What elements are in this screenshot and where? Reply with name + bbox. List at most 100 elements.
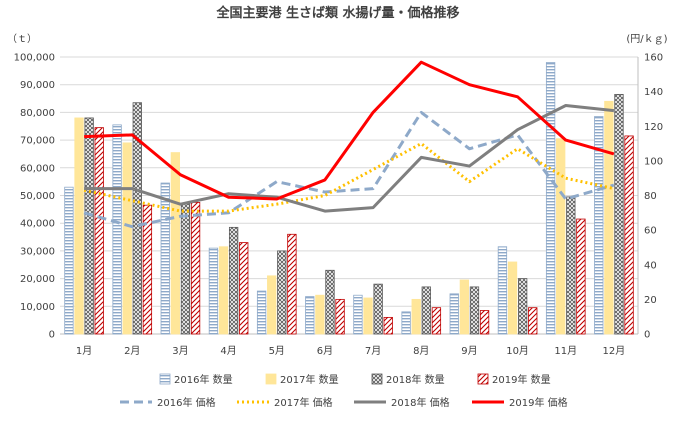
x-axis-tick-label: 9月 — [461, 345, 477, 357]
x-axis-tick-label: 4月 — [220, 345, 236, 357]
x-axis-tick-label: 11月 — [554, 345, 577, 357]
legend-swatch-2017年 数量 — [265, 373, 277, 385]
bar-2019年 数量-12月 — [624, 135, 634, 335]
x-axis-tick-label: 8月 — [413, 345, 429, 357]
bar-2017年 数量-7月 — [363, 297, 373, 335]
x-axis-tick-label: 6月 — [317, 345, 333, 357]
x-axis-tick-label: 5月 — [269, 345, 285, 357]
left-axis-tick-label: 50,000 — [20, 191, 55, 202]
legend-swatch-2018年 数量 — [371, 373, 383, 385]
legend-label: 2019年 数量 — [492, 373, 551, 386]
bar-2016年 数量-2月 — [112, 124, 122, 335]
legend-label: 2016年 数量 — [174, 373, 233, 386]
right-axis-tick-label: 60 — [644, 226, 657, 237]
right-axis-tick-label: 0 — [644, 330, 650, 341]
bar-2019年 数量-3月 — [190, 202, 201, 335]
chart-title: 全国主要港 生さば類 水揚げ量・価格推移 — [215, 5, 459, 21]
right-axis-unit-label: (円/ｋｇ) — [626, 33, 667, 45]
bar-2016年 数量-8月 — [401, 311, 411, 335]
x-axis-tick-label: 10月 — [506, 345, 529, 357]
bar-2016年 数量-6月 — [305, 296, 315, 335]
bar-2016年 数量-3月 — [160, 182, 170, 335]
bar-2018年 数量-2月 — [132, 102, 142, 335]
bar-2017年 数量-4月 — [218, 246, 229, 335]
right-axis-tick-label: 120 — [644, 122, 663, 133]
left-axis-tick-label: 80,000 — [20, 108, 55, 119]
bar-2016年 数量-11月 — [545, 62, 556, 335]
axis-tick-labels: 0 10,000 20,000 30,000 40,000 50,000 60,000 70,… — [14, 53, 663, 358]
x-axis-tick-label: 3月 — [172, 345, 188, 357]
bar-2019年 数量-7月 — [383, 316, 393, 335]
bar-2018年 数量-10月 — [517, 278, 528, 335]
bar-2017年 数量-1月 — [74, 117, 84, 335]
bar-2017年 数量-3月 — [170, 152, 181, 335]
legend-label: 2017年 数量 — [280, 373, 339, 386]
legend-label: 2018年 数量 — [386, 373, 445, 386]
bar-2018年 数量-11月 — [566, 196, 576, 335]
bar-2018年 数量-6月 — [325, 269, 335, 335]
bar-2017年 数量-10月 — [507, 261, 518, 335]
bar-2018年 数量-3月 — [180, 203, 191, 335]
line-2016年 価格 — [83, 110, 615, 229]
line-series-group — [83, 60, 615, 229]
bar-2019年 数量-4月 — [239, 242, 249, 335]
bar-2018年 数量-5月 — [277, 250, 287, 335]
bar-2016年 数量-9月 — [449, 293, 459, 335]
bar-2019年 数量-6月 — [335, 298, 345, 335]
left-axis-tick-label: 0 — [49, 330, 55, 341]
left-axis-tick-label: 20,000 — [20, 274, 55, 285]
bar-2019年 数量-8月 — [431, 307, 442, 335]
legend-label: 2019年 価格 — [509, 396, 568, 409]
legend-label: 2016年 価格 — [157, 396, 216, 409]
right-axis-tick-label: 100 — [644, 156, 663, 167]
bar-2019年 数量-11月 — [576, 218, 586, 335]
right-axis-tick-label: 80 — [644, 191, 657, 202]
bar-2018年 数量-1月 — [84, 117, 94, 335]
left-axis-tick-label: 90,000 — [20, 80, 55, 91]
left-axis-tick-label: 60,000 — [20, 163, 55, 174]
bar-2016年 数量-7月 — [353, 294, 363, 335]
right-axis-tick-label: 20 — [644, 295, 657, 306]
x-axis-tick-label: 2月 — [124, 345, 140, 357]
left-axis-tick-label: 30,000 — [20, 246, 55, 257]
chart-legend: 2016年 数量 2017年 数量 2018年 数量 2019年 数量 2016年 価格… — [120, 373, 568, 409]
legend-label: 2018年 価格 — [391, 396, 450, 409]
bar-2018年 数量-8月 — [421, 286, 431, 335]
x-axis-tick-label: 7月 — [365, 345, 381, 357]
bar-2017年 数量-11月 — [556, 138, 566, 335]
bar-2017年 数量-5月 — [267, 275, 277, 335]
bar-series-group — [64, 62, 634, 335]
bar-2018年 数量-4月 — [228, 226, 239, 335]
legend-swatch-2016年 数量 — [159, 373, 171, 385]
bar-2017年 数量-8月 — [411, 298, 421, 335]
legend-label: 2017年 価格 — [274, 396, 333, 409]
bar-2016年 数量-12月 — [594, 116, 604, 335]
bar-2017年 数量-9月 — [459, 279, 470, 335]
left-axis-tick-label: 10,000 — [20, 302, 55, 313]
bar-2016年 数量-4月 — [208, 247, 219, 335]
bar-2019年 数量-9月 — [479, 310, 490, 335]
bar-2018年 数量-7月 — [373, 283, 383, 335]
line-2019年 価格 — [84, 60, 615, 201]
bar-2018年 数量-12月 — [614, 93, 624, 335]
line-2017年 価格 — [83, 142, 615, 213]
bar-2016年 数量-10月 — [497, 246, 508, 335]
bar-2017年 数量-6月 — [315, 294, 325, 335]
legend-swatch-2019年 数量 — [477, 373, 489, 385]
bar-2017年 数量-12月 — [604, 100, 614, 335]
bar-2019年 数量-1月 — [94, 127, 104, 335]
left-axis-unit-label: （ｔ） — [7, 33, 37, 45]
right-axis-tick-label: 160 — [644, 53, 663, 64]
right-axis-tick-label: 140 — [644, 87, 663, 98]
x-axis-tick-label: 12月 — [603, 345, 626, 357]
line-2018年 価格 — [84, 103, 615, 213]
bar-2016年 数量-1月 — [64, 186, 74, 335]
bar-2016年 数量-5月 — [256, 290, 267, 335]
bar-2019年 数量-10月 — [528, 307, 538, 335]
bar-2017年 数量-2月 — [122, 142, 132, 335]
bar-2019年 数量-5月 — [287, 233, 297, 335]
bar-2018年 数量-9月 — [469, 286, 480, 335]
left-axis-tick-label: 70,000 — [20, 136, 55, 147]
